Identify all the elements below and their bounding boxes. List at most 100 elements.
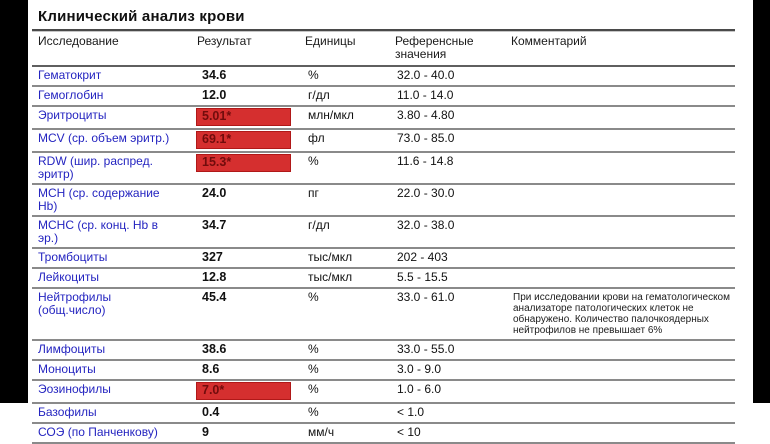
column-header-units: Единицы: [305, 31, 395, 67]
table-row: MCH (ср. содержание Hb) 24.0 пг 22.0 - 3…: [32, 184, 735, 217]
report-content: Клинический анализ крови Исследование Ре…: [28, 0, 753, 444]
units-value: %: [305, 288, 395, 341]
comment-text: [511, 248, 735, 269]
right-black-bar: [753, 0, 770, 403]
column-header-result: Результат: [197, 31, 305, 67]
comment-text: [511, 129, 735, 153]
report-title-block: Клинический анализ крови: [32, 8, 735, 31]
result-value: 45.4: [202, 290, 227, 304]
comment-text: [511, 403, 735, 424]
reference-range: 202 - 403: [395, 248, 511, 269]
header-row: Исследование Результат Единицы Референсн…: [32, 31, 735, 67]
result-value: 9: [202, 425, 209, 439]
table-row: Гематокрит 34.6 % 32.0 - 40.0: [32, 66, 735, 87]
result-value: 34.7: [202, 218, 227, 232]
units-value: тыс/мкл: [305, 268, 395, 289]
reference-range: 32.0 - 38.0: [395, 216, 511, 249]
reference-range: 3.80 - 4.80: [395, 106, 511, 130]
test-name-link[interactable]: MCHC (ср. конц. Hb в эр.): [38, 218, 158, 245]
result-value: 12.8: [202, 270, 227, 284]
units-value: млн/мкл: [305, 106, 395, 130]
result-value: 8.6: [202, 362, 220, 376]
reference-range: < 10: [395, 423, 511, 444]
result-value: 327: [202, 250, 223, 264]
result-value: 15.3*: [196, 154, 291, 172]
comment-text: [511, 360, 735, 381]
table-row: Нейтрофилы (общ.число) 45.4 % 33.0 - 61.…: [32, 288, 735, 341]
comment-text: [511, 340, 735, 361]
comment-text: [511, 152, 735, 185]
test-name-link[interactable]: MCV (ср. объем эритр.): [38, 131, 170, 145]
reference-range: 3.0 - 9.0: [395, 360, 511, 381]
result-value: 38.6: [202, 342, 227, 356]
test-name-link[interactable]: Нейтрофилы (общ.число): [38, 290, 112, 317]
units-value: %: [305, 380, 395, 404]
test-name-link[interactable]: Моноциты: [38, 362, 96, 376]
table-row: Тромбоциты 327 тыс/мкл 202 - 403: [32, 248, 735, 269]
reference-range: 22.0 - 30.0: [395, 184, 511, 217]
test-name-link[interactable]: MCH (ср. содержание Hb): [38, 186, 160, 213]
comment-text: [511, 184, 735, 217]
result-value: 12.0: [202, 88, 227, 102]
table-row: RDW (шир. распред. эритр) 15.3* % 11.6 -…: [32, 152, 735, 185]
units-value: мм/ч: [305, 423, 395, 444]
results-table: Исследование Результат Единицы Референсн…: [32, 31, 735, 444]
units-value: тыс/мкл: [305, 248, 395, 269]
comment-text: [511, 380, 735, 404]
comment-text: [511, 423, 735, 444]
comment-text: При исследовании крови на гематологическ…: [511, 288, 735, 341]
table-row: Моноциты 8.6 % 3.0 - 9.0: [32, 360, 735, 381]
table-row: Базофилы 0.4 % < 1.0: [32, 403, 735, 424]
units-value: г/дл: [305, 86, 395, 107]
reference-range: 1.0 - 6.0: [395, 380, 511, 404]
units-value: %: [305, 403, 395, 424]
test-name-link[interactable]: Гемоглобин: [38, 88, 104, 102]
reference-range: 11.6 - 14.8: [395, 152, 511, 185]
table-row: MCV (ср. объем эритр.) 69.1* фл 73.0 - 8…: [32, 129, 735, 153]
comment-text: [511, 66, 735, 87]
test-name-link[interactable]: Эритроциты: [38, 108, 107, 122]
units-value: фл: [305, 129, 395, 153]
result-value: 5.01*: [196, 108, 291, 126]
reference-range: 5.5 - 15.5: [395, 268, 511, 289]
table-row: Лейкоциты 12.8 тыс/мкл 5.5 - 15.5: [32, 268, 735, 289]
result-value: 24.0: [202, 186, 227, 200]
reference-range: 73.0 - 85.0: [395, 129, 511, 153]
test-name-link[interactable]: Тромбоциты: [38, 250, 108, 264]
table-row: Эозинофилы 7.0* % 1.0 - 6.0: [32, 380, 735, 404]
test-name-link[interactable]: Лейкоциты: [38, 270, 100, 284]
result-value: 34.6: [202, 68, 227, 82]
report-title: Клинический анализ крови: [38, 8, 245, 25]
reference-range: < 1.0: [395, 403, 511, 424]
reference-range: 32.0 - 40.0: [395, 66, 511, 87]
reference-range: 33.0 - 61.0: [395, 288, 511, 341]
test-name-link[interactable]: Базофилы: [38, 405, 97, 419]
comment-text: [511, 86, 735, 107]
test-name-link[interactable]: Гематокрит: [38, 68, 102, 82]
comment-text: [511, 106, 735, 130]
table-row: Лимфоциты 38.6 % 33.0 - 55.0: [32, 340, 735, 361]
table-row: Гемоглобин 12.0 г/дл 11.0 - 14.0: [32, 86, 735, 107]
column-header-test: Исследование: [32, 31, 197, 67]
column-header-reference: Референсные значения: [395, 31, 511, 67]
column-header-comment: Комментарий: [511, 31, 735, 67]
units-value: г/дл: [305, 216, 395, 249]
table-row: СОЭ (по Панченкову) 9 мм/ч < 10: [32, 423, 735, 444]
units-value: %: [305, 66, 395, 87]
units-value: пг: [305, 184, 395, 217]
units-value: %: [305, 340, 395, 361]
results-tbody: Гематокрит 34.6 % 32.0 - 40.0 Гемоглобин…: [32, 66, 735, 444]
table-row: MCHC (ср. конц. Hb в эр.) 34.7 г/дл 32.0…: [32, 216, 735, 249]
result-value: 69.1*: [196, 131, 291, 149]
comment-text: [511, 216, 735, 249]
test-name-link[interactable]: RDW (шир. распред. эритр): [38, 154, 153, 181]
test-name-link[interactable]: СОЭ (по Панченкову): [38, 425, 158, 439]
left-black-bar: [0, 0, 28, 403]
test-name-link[interactable]: Лимфоциты: [38, 342, 106, 356]
test-name-link[interactable]: Эозинофилы: [38, 382, 111, 396]
comment-text: [511, 268, 735, 289]
result-value: 7.0*: [196, 382, 291, 400]
reference-range: 33.0 - 55.0: [395, 340, 511, 361]
reference-range: 11.0 - 14.0: [395, 86, 511, 107]
